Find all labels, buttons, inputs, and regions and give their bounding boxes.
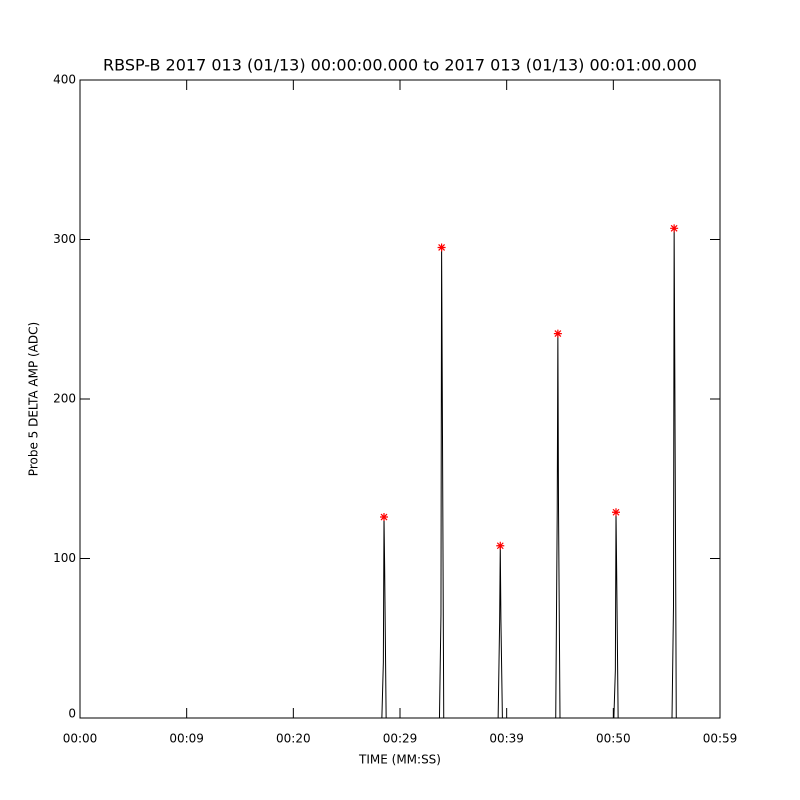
signal-line [362, 228, 720, 719]
x-tick-label: 00:09 [169, 732, 204, 746]
chart-title: RBSP-B 2017 013 (01/13) 00:00:00.000 to … [103, 56, 697, 75]
y-tick-label: 200 [53, 392, 76, 406]
peak-marker [380, 513, 388, 522]
peak-marker [670, 224, 679, 233]
x-tick-label: 00:39 [489, 732, 524, 746]
peak-marker [553, 329, 562, 338]
peak-marker [496, 541, 505, 550]
y-tick-label: 0 [68, 707, 76, 721]
x-tick-label: 00:00 [63, 732, 98, 746]
x-tick-label: 00:59 [703, 732, 738, 746]
x-tick-label: 00:29 [383, 732, 418, 746]
peak-marker [437, 243, 446, 252]
x-axis-label: TIME (MM:SS) [358, 753, 441, 767]
y-tick-label: 400 [53, 73, 76, 87]
peak-marker [612, 508, 620, 517]
y-tick-label: 300 [53, 232, 76, 246]
x-tick-label: 00:50 [596, 732, 631, 746]
y-axis-label: Probe 5 DELTA AMP (ADC) [27, 322, 41, 476]
x-tick-label: 00:20 [276, 732, 311, 746]
y-tick-label: 100 [53, 551, 76, 565]
